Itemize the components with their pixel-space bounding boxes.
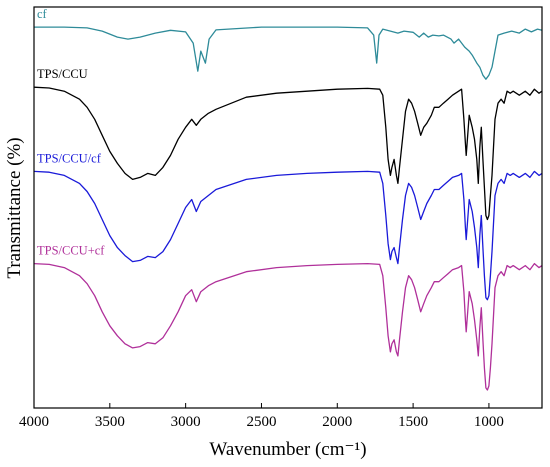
x-tick-label: 2000 bbox=[322, 414, 352, 430]
series-line-cf bbox=[34, 26, 543, 80]
spectra-traces bbox=[33, 26, 543, 391]
x-tick-label: 3000 bbox=[171, 414, 201, 430]
x-tick-label: 2500 bbox=[246, 414, 276, 430]
series-label: TPS/CCU/cf bbox=[37, 151, 102, 165]
series-line-tps-ccu-cf bbox=[33, 170, 543, 301]
series-labels: cf TPS/CCU TPS/CCU/cf TPS/CCU+cf bbox=[37, 7, 105, 258]
series-label: cf bbox=[37, 7, 48, 21]
x-tick-label: 4000 bbox=[19, 414, 49, 430]
series-label: TPS/CCU+cf bbox=[37, 244, 105, 258]
x-tick-label: 1500 bbox=[398, 414, 428, 430]
x-axis-title: Wavenumber (cm⁻¹) bbox=[209, 439, 366, 460]
series-line-tps-ccu bbox=[33, 86, 543, 221]
y-axis-title: Transmittance (%) bbox=[4, 137, 25, 278]
series-label: TPS/CCU bbox=[37, 67, 88, 81]
series-line-tps-ccu-cf bbox=[33, 262, 543, 391]
plot-frame bbox=[33, 6, 543, 409]
x-axis-ticks: 4000 3500 3000 2500 2000 1500 1000 bbox=[19, 403, 504, 430]
x-tick-label: 1000 bbox=[474, 414, 504, 430]
x-tick-label: 3500 bbox=[95, 414, 125, 430]
